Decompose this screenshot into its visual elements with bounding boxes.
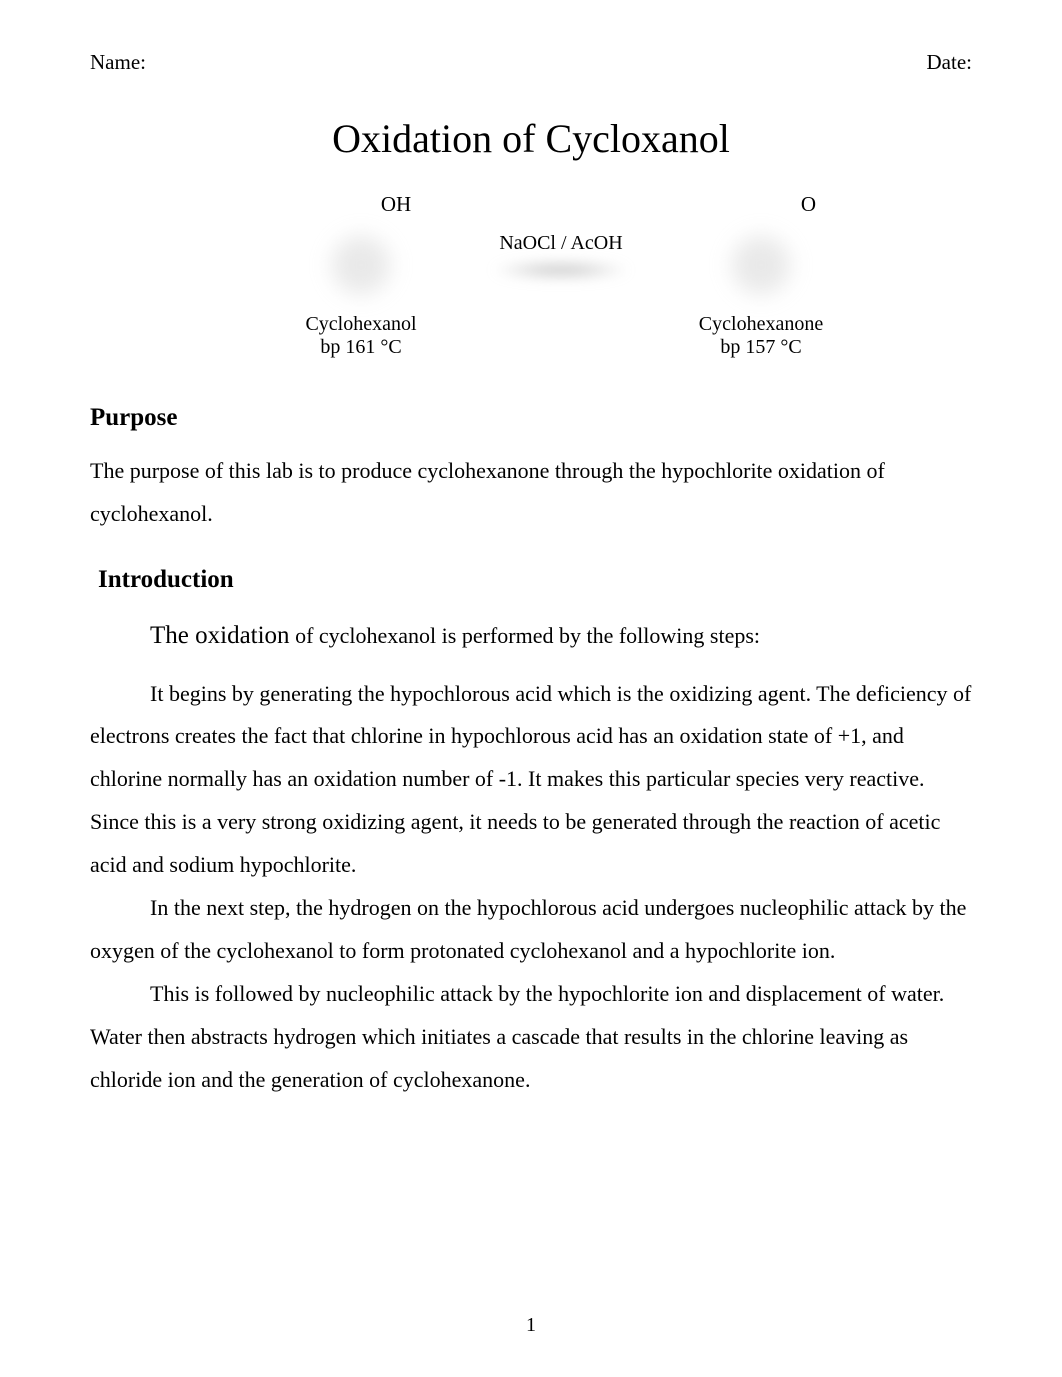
product-group-label: O — [801, 192, 816, 217]
product-name: Cyclohexanone — [699, 313, 823, 336]
introduction-lead-rest: of cyclohexanol is performed by the foll… — [290, 623, 760, 648]
reactant-group-label: OH — [381, 192, 411, 217]
reaction-arrow-icon — [491, 260, 631, 280]
introduction-lead: The oxidation — [150, 622, 290, 649]
product-bp: bp 157 °C — [720, 336, 801, 359]
reactant-bp: bp 161 °C — [320, 336, 401, 359]
reactant-name: Cyclohexanol — [305, 313, 416, 336]
purpose-text: The purpose of this lab is to produce cy… — [90, 450, 972, 536]
date-label: Date: — [927, 50, 972, 75]
introduction-lead-line: The oxidation of cyclohexanol is perform… — [150, 612, 972, 661]
reaction-diagram: OH Cyclohexanol bp 161 °C NaOCl / AcOH O… — [150, 192, 972, 359]
page-number: 1 — [526, 1314, 536, 1337]
introduction-para3: This is followed by nucleophilic attack … — [90, 973, 972, 1102]
introduction-para2: In the next step, the hydrogen on the hy… — [90, 887, 972, 973]
product-side: O Cyclohexanone bp 157 °C — [661, 192, 861, 359]
reactant-side: OH Cyclohexanol bp 161 °C — [261, 192, 461, 359]
introduction-heading: Introduction — [98, 566, 972, 594]
cyclohexanol-structure-icon — [321, 225, 401, 305]
page-title: Oxidation of Cycloxanol — [90, 115, 972, 162]
introduction-para1: It begins by generating the hypochlorous… — [90, 673, 972, 887]
reaction-arrow-section: NaOCl / AcOH — [461, 192, 661, 280]
cyclohexanone-structure-icon — [721, 225, 801, 305]
reagent-label: NaOCl / AcOH — [499, 232, 622, 255]
purpose-heading: Purpose — [90, 404, 972, 432]
name-label: Name: — [90, 50, 146, 75]
header-row: Name: Date: — [90, 50, 972, 75]
